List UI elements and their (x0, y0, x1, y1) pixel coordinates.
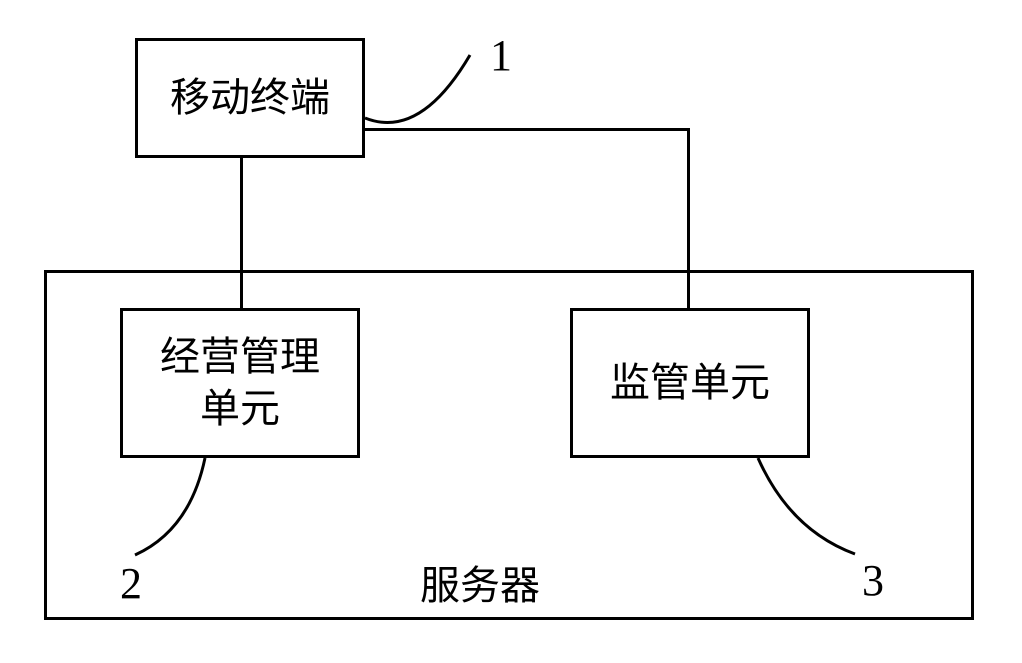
number-label-3: 3 (862, 555, 884, 606)
